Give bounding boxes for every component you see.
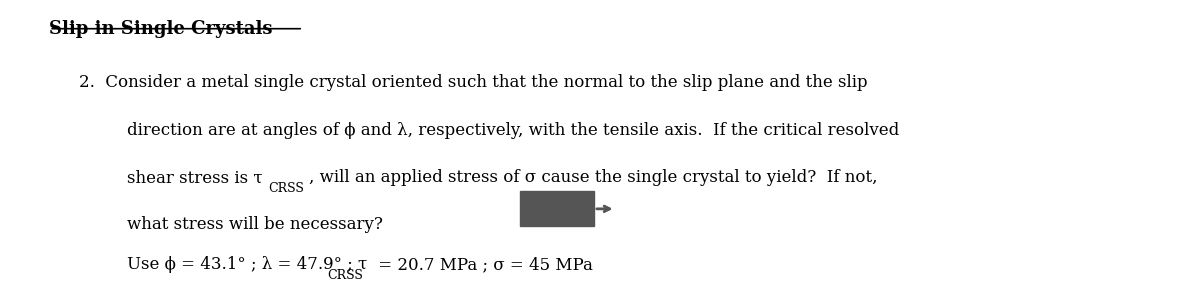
Text: shear stress is τ: shear stress is τ	[127, 169, 263, 186]
Text: = 20.7 MPa ; σ = 45 MPa: = 20.7 MPa ; σ = 45 MPa	[372, 256, 593, 273]
Text: Slip in Single Crystals: Slip in Single Crystals	[49, 19, 272, 38]
Text: 2.  Consider a metal single crystal oriented such that the normal to the slip pl: 2. Consider a metal single crystal orien…	[79, 74, 868, 91]
Text: what stress will be necessary?: what stress will be necessary?	[127, 216, 383, 233]
Bar	[520, 191, 594, 226]
Text: , will an applied stress of σ cause the single crystal to yield?  If not,: , will an applied stress of σ cause the …	[310, 169, 877, 186]
Text: CRSS: CRSS	[328, 269, 362, 282]
Text: direction are at angles of ϕ and λ, respectively, with the tensile axis.  If the: direction are at angles of ϕ and λ, resp…	[127, 122, 899, 139]
Text: CRSS: CRSS	[268, 182, 304, 195]
Text: Use ϕ = 43.1° ; λ = 47.9° ; τ: Use ϕ = 43.1° ; λ = 47.9° ; τ	[127, 256, 367, 273]
